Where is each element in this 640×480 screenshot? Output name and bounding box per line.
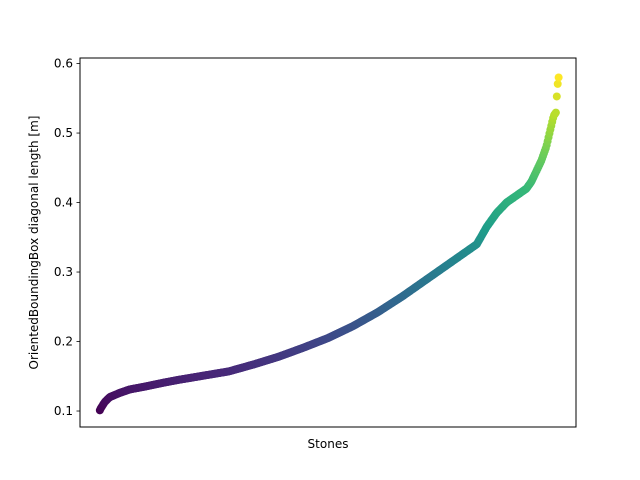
data-points (95, 73, 563, 415)
data-point (553, 79, 562, 88)
y-tick-label: 0.1 (54, 404, 73, 418)
plot-frame (79, 57, 577, 428)
y-tick-label: 0.3 (54, 265, 73, 279)
y-axis-label: OrientedBoundingBox diagonal length [m] (27, 116, 41, 370)
y-tick-label: 0.4 (54, 196, 73, 210)
data-point (551, 108, 560, 117)
data-point (552, 92, 561, 101)
x-axis-label: Stones (308, 437, 349, 451)
y-tick-label: 0.5 (54, 126, 73, 140)
y-tick-label: 0.2 (54, 335, 73, 349)
y-axis: 0.1 0.2 0.3 0.4 0.5 0.6 (54, 57, 80, 418)
data-point (554, 73, 563, 82)
y-tick-label: 0.6 (54, 57, 73, 71)
